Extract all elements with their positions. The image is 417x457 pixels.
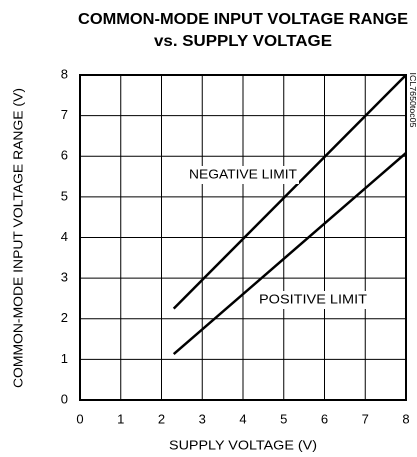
- y-axis-label: COMMON-MODE INPUT VOLTAGE RANGE (V): [10, 88, 25, 388]
- x-tick-label: 6: [321, 411, 328, 426]
- label-bg: [257, 291, 369, 309]
- y-tick-label: 1: [61, 351, 68, 366]
- line: [172, 74, 407, 310]
- y-tick-label: 8: [61, 66, 68, 81]
- x-tick-label: 2: [158, 411, 165, 426]
- x-tick-label: 7: [362, 411, 369, 426]
- y-tick-label: 0: [61, 391, 68, 406]
- y-tick-label: 3: [61, 270, 68, 285]
- y-tick-label: 6: [61, 148, 68, 163]
- chart-title: vs. SUPPLY VOLTAGE: [154, 33, 332, 50]
- watermark: ICL7650toc05: [408, 73, 417, 129]
- chart-title: COMMON-MODE INPUT VOLTAGE RANGE: [78, 11, 408, 28]
- line: [172, 152, 407, 356]
- plot-frame: [79, 74, 407, 401]
- y-tick-label: 2: [61, 310, 68, 325]
- y-tick-label: 5: [61, 188, 68, 203]
- x-tick-label: 3: [199, 411, 206, 426]
- x-tick-label: 8: [402, 411, 409, 426]
- y-tick-label: 7: [61, 107, 68, 122]
- x-axis-label: SUPPLY VOLTAGE (V): [169, 437, 317, 452]
- x-tick-label: 5: [280, 411, 287, 426]
- x-tick-label: 0: [76, 411, 83, 426]
- x-tick-label: 4: [239, 411, 246, 426]
- line-label: NEGATIVE LIMIT: [189, 166, 297, 181]
- line-label: POSITIVE LIMIT: [259, 291, 367, 306]
- label-bg: [187, 166, 299, 184]
- x-tick-label: 1: [117, 411, 124, 426]
- y-tick-label: 4: [61, 229, 68, 244]
